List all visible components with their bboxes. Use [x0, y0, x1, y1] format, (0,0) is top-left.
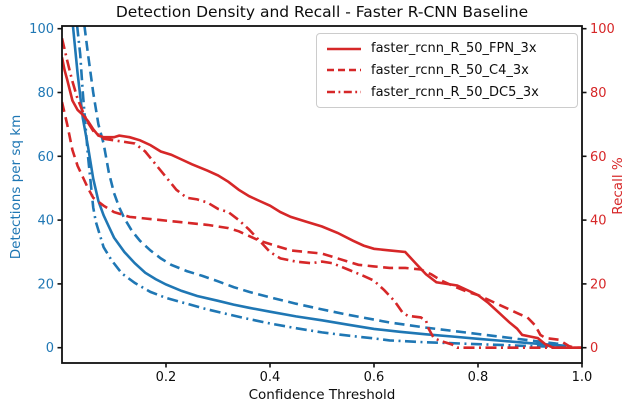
y-tick-label-right: 40 — [590, 214, 607, 229]
y-tick-label-left: 20 — [37, 277, 54, 292]
chart-title: Detection Density and Recall - Faster R-… — [115, 3, 529, 21]
legend: faster_rcnn_R_50_FPN_3x faster_rcnn_R_50… — [316, 33, 578, 108]
legend-line-dashdot-icon — [327, 90, 361, 94]
y-tick-label-right: 0 — [590, 341, 598, 356]
legend-line-dashed-icon — [327, 69, 361, 72]
y-tick-label-left: 60 — [37, 150, 54, 165]
x-axis-label: Confidence Threshold — [248, 387, 396, 403]
series-line-4 — [62, 101, 582, 349]
y-tick-label-right: 100 — [590, 22, 615, 37]
y-tick-label-right: 60 — [590, 150, 607, 165]
legend-entry-c4: faster_rcnn_R_50_C4_3x — [326, 63, 568, 78]
axes-spines — [61, 25, 583, 364]
legend-label-dc5: faster_rcnn_R_50_DC5_3x — [371, 84, 539, 100]
x-tick-label: 1.0 — [572, 370, 593, 385]
y-tick-label-right: 20 — [590, 277, 607, 292]
y-axis-label-right: Recall % — [610, 157, 626, 215]
legend-label-c4: faster_rcnn_R_50_C4_3x — [371, 62, 529, 78]
y-axis-label-left: Detections per sq km — [8, 114, 24, 260]
y-tick-label-right: 80 — [590, 86, 607, 101]
x-tick-label: 0.4 — [260, 370, 281, 385]
y-tick-label-left: 40 — [37, 214, 54, 229]
legend-entry-fpn: faster_rcnn_R_50_FPN_3x — [326, 41, 568, 56]
series-line-5 — [62, 38, 582, 349]
legend-label-fpn: faster_rcnn_R_50_FPN_3x — [371, 41, 537, 57]
y-tick-label-left: 100 — [29, 22, 54, 37]
series-group — [62, 26, 582, 349]
x-tick-label: 0.6 — [364, 370, 385, 385]
series-line-2 — [75, 26, 557, 348]
y-tick-label-left: 0 — [46, 341, 54, 356]
x-tick-label: 0.2 — [156, 370, 177, 385]
legend-line-solid-icon — [327, 47, 361, 51]
series-line-3 — [62, 57, 582, 349]
x-tick-label: 0.8 — [468, 370, 489, 385]
legend-entry-dc5: faster_rcnn_R_50_DC5_3x — [326, 85, 568, 100]
y-tick-label-left: 80 — [37, 86, 54, 101]
series-line-1 — [83, 26, 567, 346]
